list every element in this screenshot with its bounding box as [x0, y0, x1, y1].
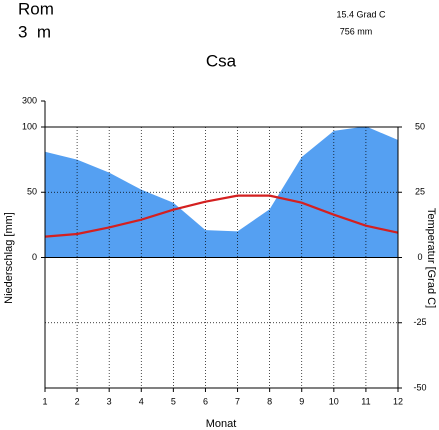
precipitation-area: [45, 126, 398, 258]
climate-class: Csa: [206, 51, 237, 70]
y2-axis-label: Temperatur [Grad C]: [425, 208, 437, 308]
temperature-line: [44, 194, 399, 238]
annual-precipitation: 756 mm: [340, 26, 373, 36]
y2-tick-label: 50: [415, 121, 425, 131]
elevation: 3 m: [18, 22, 51, 41]
x-tick-label: 6: [203, 396, 208, 406]
x-tick-label: 1: [42, 396, 47, 406]
y-tick-label: 300: [22, 95, 37, 105]
y2-tick-label: 25: [415, 187, 425, 197]
x-tick-label: 8: [267, 396, 272, 406]
x-tick-label: 2: [75, 396, 80, 406]
y-tick-label: 0: [32, 252, 37, 262]
y2-tick-label: -50: [413, 382, 426, 392]
x-tick-label: 3: [107, 396, 112, 406]
y-tick-label: 100: [22, 121, 37, 131]
x-axis-label: Monat: [206, 418, 237, 430]
x-tick-label: 9: [299, 396, 304, 406]
x-tick-label: 4: [139, 396, 144, 406]
y-tick-label: 50: [27, 187, 37, 197]
x-tick-label: 11: [361, 396, 370, 406]
x-tick-label: 5: [171, 396, 176, 406]
y2-tick-label: 0: [417, 252, 422, 262]
y2-tick-label: -25: [413, 317, 426, 327]
x-tick-label: 12: [393, 396, 403, 406]
y-axis-label: Niederschlag [mm]: [3, 212, 15, 304]
x-tick-label: 10: [329, 396, 339, 406]
station: Rom: [18, 0, 54, 18]
mean-temperature: 15.4 Grad C: [336, 9, 386, 19]
x-tick-label: 7: [235, 396, 240, 406]
